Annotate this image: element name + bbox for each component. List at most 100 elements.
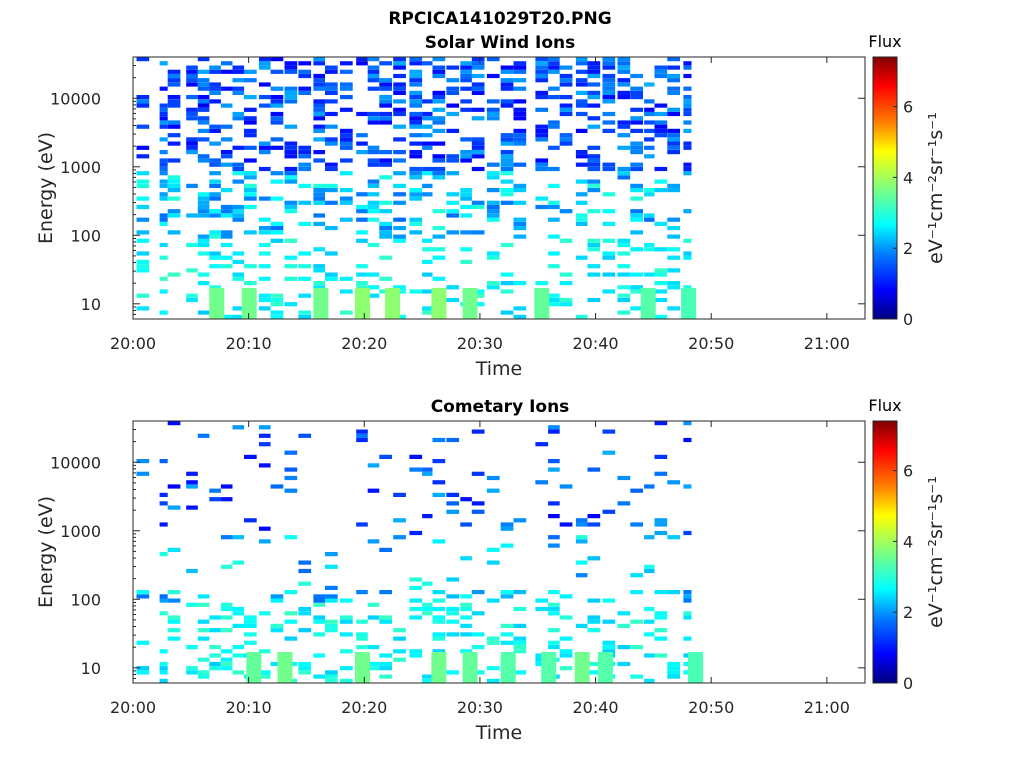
heatmap-cell	[340, 289, 353, 294]
heatmap-cell	[500, 103, 514, 108]
heatmap-cell	[167, 133, 181, 138]
heatmap-cell	[209, 124, 221, 129]
heatmap-cell	[379, 175, 392, 180]
heatmap-cell	[432, 166, 446, 172]
heatmap-cell	[683, 530, 692, 536]
heatmap-cell	[559, 649, 573, 654]
heatmap-cell	[644, 107, 655, 112]
heatmap-cell	[500, 640, 514, 645]
heatmap-cell	[602, 82, 616, 87]
heatmap-cell	[167, 484, 181, 489]
heatmap-cell	[270, 103, 284, 108]
heatmap-cell	[513, 649, 527, 654]
heatmap-cell	[559, 141, 573, 146]
heatmap-cell	[232, 213, 245, 218]
heatmap-cell	[409, 192, 423, 197]
heatmap-cell	[548, 514, 560, 519]
heatmap-cell	[683, 661, 692, 667]
heatmap-cell	[602, 78, 616, 83]
heatmap-cell	[667, 128, 680, 133]
heatmap-cell	[587, 183, 601, 188]
heatmap-cell	[298, 86, 312, 91]
heatmap-cell	[367, 69, 380, 74]
heatmap-cell	[486, 213, 500, 218]
heatmap-cell	[644, 192, 655, 197]
heatmap-cell	[683, 120, 692, 125]
heatmap-cell	[683, 111, 692, 117]
heatmap-cell	[313, 632, 325, 637]
heatmap-cell	[513, 128, 527, 133]
heatmap-cell	[471, 590, 485, 595]
heatmap-cell	[197, 95, 210, 100]
heatmap-cell	[409, 103, 423, 108]
heatmap-cell	[270, 623, 284, 628]
heatmap-cell-high	[431, 288, 447, 319]
heatmap-cell	[587, 95, 601, 100]
heatmap-cell	[617, 661, 631, 667]
heatmap-cell	[535, 65, 549, 70]
heatmap-cell	[209, 99, 221, 104]
heatmap-cell	[298, 611, 312, 616]
heatmap-cell	[167, 421, 181, 426]
heatmap-cell	[409, 217, 423, 222]
heatmap-cell	[259, 217, 271, 222]
heatmap-cell	[548, 602, 560, 607]
colorbar-title: Flux	[868, 396, 901, 415]
heatmap-cell	[284, 590, 298, 595]
heatmap-cell	[548, 293, 560, 298]
heatmap-cell	[244, 145, 257, 150]
heatmap-cell	[340, 128, 353, 133]
heatmap-cell	[356, 636, 368, 641]
heatmap-cell	[197, 674, 210, 679]
x-tick-label: 20:10	[226, 334, 272, 353]
heatmap-cell	[575, 150, 588, 155]
heatmap-cell	[186, 268, 198, 273]
heatmap-cell	[232, 111, 245, 117]
heatmap-cell	[159, 276, 168, 281]
heatmap-cell	[446, 285, 460, 290]
heatmap-cell	[432, 649, 446, 654]
heatmap-cell	[270, 69, 284, 74]
heatmap-cell	[446, 606, 460, 612]
heatmap-cell	[446, 86, 460, 91]
x-tick-label: 20:30	[457, 698, 503, 717]
heatmap-cell	[167, 547, 181, 552]
heatmap-cell	[630, 73, 643, 79]
heatmap-cell	[259, 670, 271, 675]
heatmap-cell	[587, 166, 601, 172]
heatmap-cell	[313, 73, 325, 79]
heatmap-cell	[284, 209, 298, 214]
heatmap-cell	[575, 61, 588, 66]
heatmap-cell	[513, 518, 527, 523]
heatmap-cell	[667, 86, 680, 91]
heatmap-cell	[325, 585, 338, 590]
heatmap-cell	[630, 272, 643, 277]
heatmap-cell	[422, 611, 433, 616]
heatmap-cell	[244, 158, 257, 163]
heatmap-cell	[587, 522, 601, 527]
heatmap-cell	[313, 221, 325, 226]
heatmap-cell	[446, 65, 460, 70]
heatmap-cell	[220, 264, 233, 269]
heatmap-cell	[409, 99, 423, 104]
heatmap-cell	[446, 90, 460, 95]
heatmap-cell	[284, 175, 298, 180]
heatmap-cell	[393, 226, 406, 231]
heatmap-cell	[559, 297, 573, 303]
heatmap-cell	[232, 166, 245, 172]
heatmap-cell	[617, 297, 631, 303]
cometary-panel: Cometary Ions 20:00 20:10 20:20 20:30 20:40 2…	[35, 396, 947, 744]
heatmap-cell	[575, 560, 588, 565]
heatmap-cell	[197, 602, 210, 607]
heatmap-cell	[167, 120, 181, 125]
heatmap-cell-high	[597, 652, 613, 683]
heatmap-cell	[460, 188, 472, 193]
heatmap-cell	[298, 221, 312, 226]
heatmap-cell	[535, 480, 549, 485]
heatmap-cell	[367, 158, 380, 163]
heatmap-cell	[313, 615, 325, 620]
heatmap-cell	[197, 628, 210, 633]
heatmap-cell	[259, 242, 271, 248]
heatmap-cell	[587, 661, 601, 667]
